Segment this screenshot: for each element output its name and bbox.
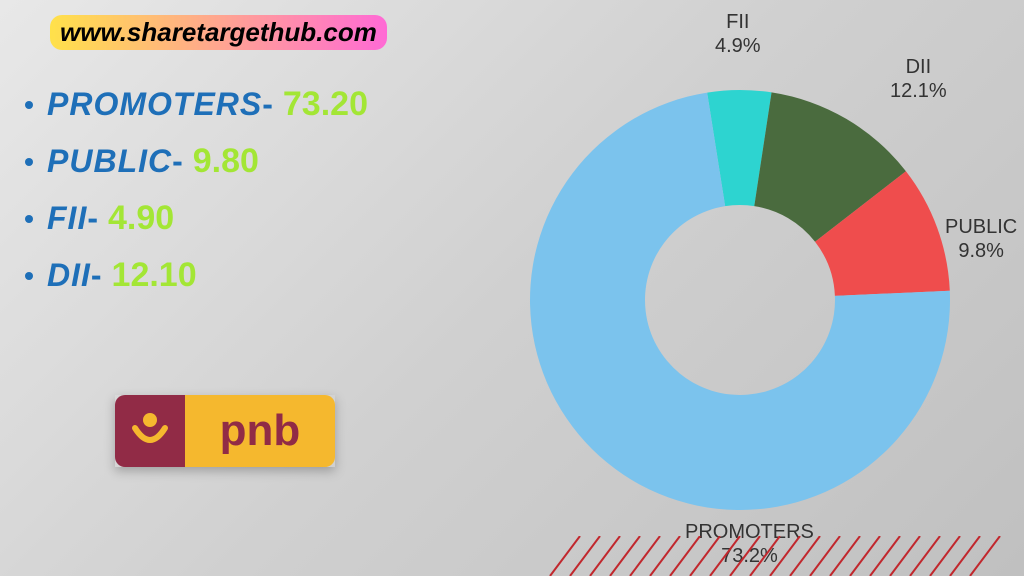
slice-name: DII — [890, 55, 947, 79]
legend-value: 12.10 — [112, 256, 197, 295]
legend-list: PROMOTERS - 73.20 PUBLIC - 9.80 FII - 4.… — [25, 85, 368, 313]
legend-label: PROMOTERS — [47, 86, 262, 123]
slice-pct: 12.1% — [890, 79, 947, 103]
bullet-icon — [25, 158, 33, 166]
pnb-logo: pnb — [115, 395, 335, 467]
slice-pct: 4.9% — [715, 34, 761, 58]
donut-chart: FII 4.9% DII 12.1% PUBLIC 9.8% PROMOTERS… — [490, 10, 1020, 570]
pnb-logo-text-box: pnb — [185, 395, 335, 467]
bullet-icon — [25, 215, 33, 223]
legend-item-fii: FII - 4.90 — [25, 199, 368, 238]
bullet-icon — [25, 272, 33, 280]
bullet-icon — [25, 101, 33, 109]
legend-item-public: PUBLIC - 9.80 — [25, 142, 368, 181]
website-banner: www.sharetargethub.com — [50, 15, 387, 50]
legend-label: PUBLIC — [47, 143, 172, 180]
legend-item-promoters: PROMOTERS - 73.20 — [25, 85, 368, 124]
pnb-logo-symbol-box — [115, 395, 185, 467]
legend-dash: - — [172, 143, 183, 180]
slice-label-public: PUBLIC 9.8% — [945, 215, 1017, 263]
legend-label: FII — [47, 200, 87, 237]
legend-dash: - — [262, 86, 273, 123]
slice-pct: 73.2% — [685, 544, 814, 568]
legend-dash: - — [87, 200, 98, 237]
slice-name: FII — [715, 10, 761, 34]
legend-dash: - — [91, 257, 102, 294]
slice-label-promoters: PROMOTERS 73.2% — [685, 520, 814, 568]
website-url: www.sharetargethub.com — [60, 17, 377, 47]
legend-value: 4.90 — [108, 199, 174, 238]
pnb-symbol-icon — [127, 408, 173, 454]
pnb-logo-text: pnb — [220, 406, 301, 456]
legend-value: 9.80 — [193, 142, 259, 181]
slice-name: PUBLIC — [945, 215, 1017, 239]
slice-label-fii: FII 4.9% — [715, 10, 761, 58]
legend-item-dii: DII - 12.10 — [25, 256, 368, 295]
legend-value: 73.20 — [283, 85, 368, 124]
slice-name: PROMOTERS — [685, 520, 814, 544]
slice-pct: 9.8% — [945, 239, 1017, 263]
legend-label: DII — [47, 257, 91, 294]
slice-label-dii: DII 12.1% — [890, 55, 947, 103]
